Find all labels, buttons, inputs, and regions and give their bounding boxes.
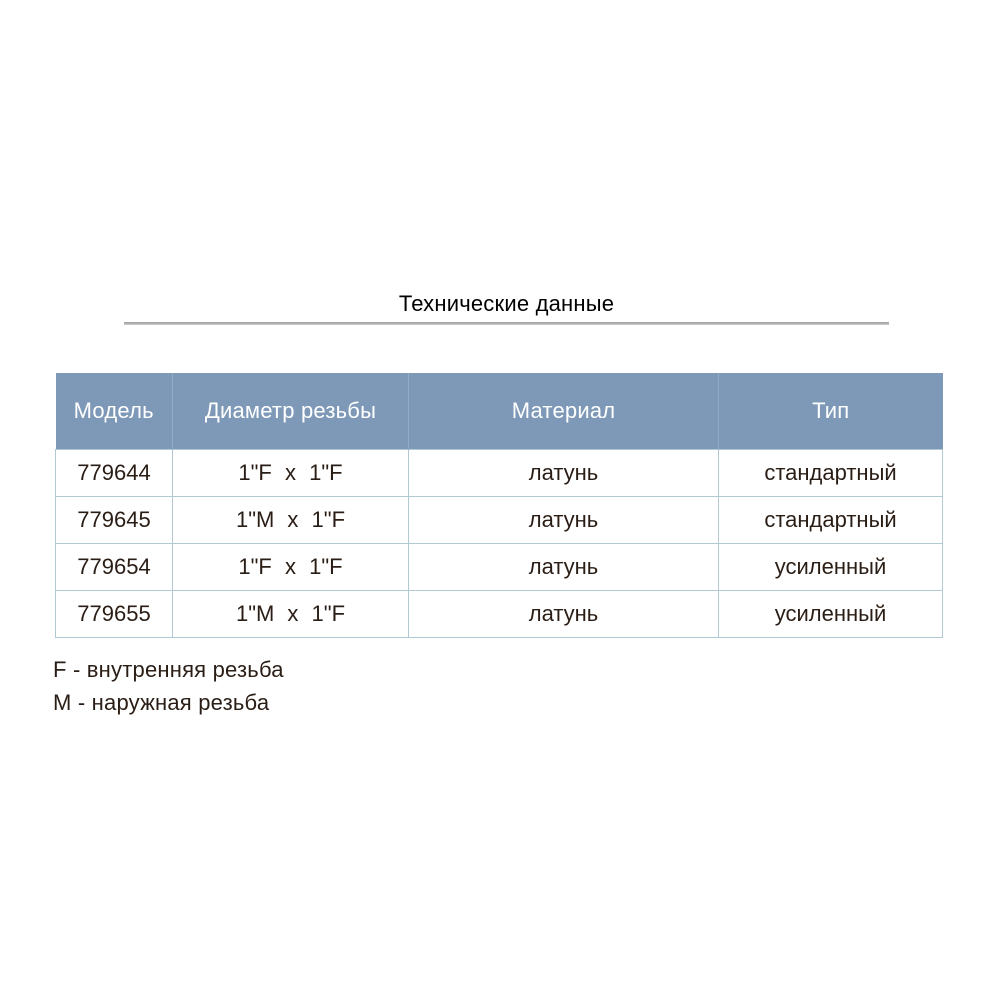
model-cell: 779655 (55, 590, 173, 638)
type-cell: усиленный (718, 590, 943, 638)
model-cell: 779644 (55, 449, 173, 497)
column-header-material: Материал (408, 373, 719, 450)
material-cell: латунь (408, 496, 719, 544)
diameter-cell: 1"M x 1"F (172, 496, 409, 544)
table-row: 779644 1"F x 1"F латунь стандартный (55, 449, 943, 497)
material-cell: латунь (408, 543, 719, 591)
column-header-diameter: Диаметр резьбы (172, 373, 409, 450)
spec-table: Модель Диаметр резьбы Материал Тип 77964… (55, 373, 943, 638)
table-row: 779655 1"M x 1"F латунь усиленный (55, 590, 943, 638)
footnote-f: F - внутренняя резьба (53, 657, 284, 682)
diameter-cell: 1"M x 1"F (172, 590, 409, 638)
table-row: 779645 1"M x 1"F латунь стандартный (55, 496, 943, 544)
material-cell: латунь (408, 449, 719, 497)
title-divider (124, 322, 889, 325)
header-row: Модель Диаметр резьбы Материал Тип (55, 373, 943, 450)
type-cell: стандартный (718, 449, 943, 497)
footnotes: F - внутренняя резьба М - наружная резьб… (53, 653, 284, 719)
page-title: Технические данные (398, 291, 615, 316)
type-cell: стандартный (718, 496, 943, 544)
diameter-cell: 1"F x 1"F (172, 543, 409, 591)
column-header-model: Модель (55, 373, 173, 450)
material-cell: латунь (408, 590, 719, 638)
footnote-m: М - наружная резьба (53, 690, 270, 715)
diameter-cell: 1"F x 1"F (172, 449, 409, 497)
model-cell: 779645 (55, 496, 173, 544)
type-cell: усиленный (718, 543, 943, 591)
table-row: 779654 1"F x 1"F латунь усиленный (55, 543, 943, 591)
model-cell: 779654 (55, 543, 173, 591)
column-header-type: Тип (718, 373, 943, 450)
